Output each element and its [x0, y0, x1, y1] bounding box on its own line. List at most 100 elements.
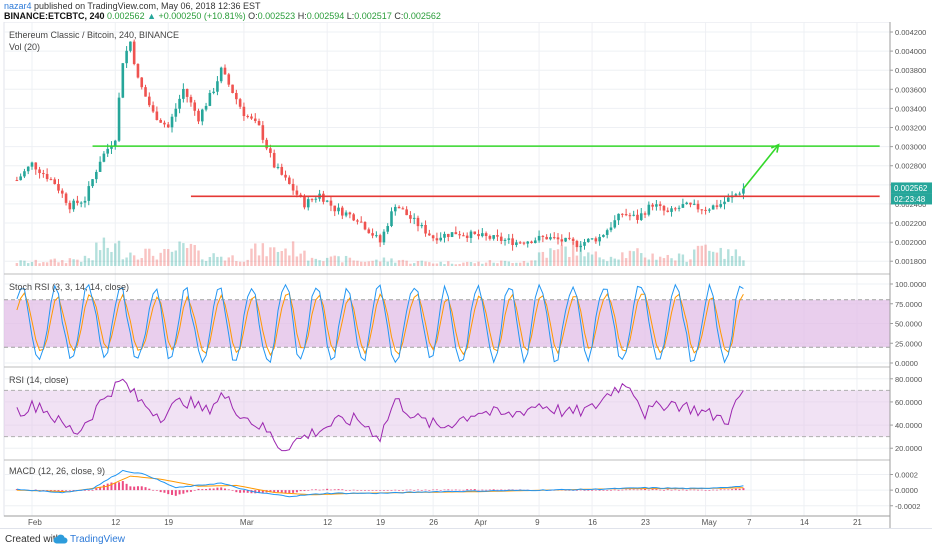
candle-body	[106, 148, 109, 154]
target-arrow-line	[742, 144, 780, 190]
volume-bar	[530, 260, 533, 266]
candle-body	[182, 88, 185, 99]
volume-bar	[515, 262, 518, 266]
candle-body	[446, 233, 450, 237]
macd-histogram-bar	[606, 490, 609, 491]
volume-bar	[329, 256, 333, 266]
candle-body	[344, 212, 348, 216]
candle-body	[598, 236, 601, 242]
candle-body	[23, 171, 26, 177]
candle-body	[734, 194, 738, 196]
volume-bar	[337, 256, 340, 266]
volume-bar	[307, 260, 310, 266]
volume-bars	[15, 237, 745, 266]
volume-bar	[314, 258, 318, 266]
x-tick-label: Feb	[28, 518, 42, 527]
candle-body	[337, 207, 340, 212]
volume-bar	[401, 259, 405, 266]
volume-bar	[553, 250, 556, 266]
candle-body	[269, 148, 272, 153]
macd-histogram-bar	[337, 489, 340, 491]
chart-area[interactable]: Ethereum Classic / Bitcoin, 240, BINANCE…	[0, 22, 932, 528]
candle-body	[586, 238, 590, 243]
time-axis[interactable]: Feb 12 19 Mar 12 19 26 Apr 9 16 23 May 7 14 21	[28, 518, 862, 527]
volume-bar	[49, 259, 53, 266]
volume-bar	[125, 257, 128, 266]
candle-body	[628, 215, 632, 217]
close-value: 0.002562	[403, 11, 441, 21]
volume-bar	[583, 256, 586, 266]
stoch-d-line	[16, 292, 744, 357]
volume-bar	[79, 261, 83, 266]
candle-body	[537, 235, 541, 241]
volume-bar	[163, 248, 166, 266]
candle-body	[136, 63, 140, 78]
macd-histogram-bar	[178, 490, 181, 495]
macd-histogram-bar	[439, 490, 442, 491]
candle-body	[700, 209, 704, 211]
candle-body	[235, 92, 238, 100]
volume-bar	[23, 260, 26, 266]
candle-body	[552, 237, 556, 239]
volume-bar	[666, 254, 669, 266]
candle-body	[91, 179, 94, 187]
low-value: 0.002517	[354, 11, 392, 21]
volume-bar	[643, 257, 647, 266]
volume-bar	[117, 240, 121, 266]
volume-bar	[280, 250, 283, 266]
candle-body	[333, 205, 337, 212]
volume-bar	[469, 262, 473, 266]
tradingview-link[interactable]: TradingView	[70, 534, 126, 545]
volume-bar	[390, 258, 393, 266]
volume-bar	[609, 256, 613, 266]
stoch-pane-title: Stoch RSI (3, 3, 14, 14, close)	[9, 282, 129, 292]
macd-histogram-bar	[68, 490, 71, 491]
author-link[interactable]: nazar4	[4, 1, 32, 11]
macd-histogram-bar	[398, 490, 401, 491]
macd-histogram-bar	[420, 490, 423, 491]
volume-bar	[76, 259, 79, 266]
candle-body	[594, 238, 598, 242]
candle-body	[15, 180, 19, 182]
candle-body	[87, 186, 91, 201]
macd-histogram-bar	[174, 490, 177, 496]
volume-bar	[98, 250, 102, 266]
volume-bar	[662, 258, 666, 266]
volume-bar	[556, 249, 560, 266]
macd-histogram-bar	[678, 489, 681, 491]
volume-bar	[284, 248, 287, 266]
target-arrow-head	[770, 143, 780, 153]
y-tick-label: 0.002200	[895, 219, 926, 228]
volume-bar	[658, 256, 662, 266]
candle-body	[79, 202, 83, 204]
volume-bar	[704, 244, 707, 266]
macd-histogram-bar	[473, 489, 476, 491]
price-axis[interactable]: 0.004200 0.004000 0.003800 0.003600 0.003400…	[890, 28, 926, 511]
y-tick-label: 0.002800	[895, 162, 926, 171]
volume-bar	[518, 262, 522, 266]
macd-histogram-bar	[242, 490, 245, 493]
macd-histogram-bar	[307, 490, 310, 491]
candle-body	[129, 41, 132, 51]
candle-body	[42, 173, 45, 175]
candle-body	[742, 188, 745, 194]
volume-bar	[265, 256, 268, 266]
macd-histogram-bar	[405, 489, 408, 491]
macd-histogram-bar	[432, 489, 435, 491]
x-tick-label: Apr	[475, 518, 488, 527]
volume-bar	[640, 253, 643, 266]
macd-lines	[15, 469, 745, 498]
candle-body	[579, 245, 583, 248]
footer: Created with TradingView	[0, 528, 932, 551]
volume-bar	[575, 255, 579, 266]
candle-body	[242, 106, 246, 117]
volume-bar	[564, 246, 567, 266]
volume-bar	[492, 262, 495, 266]
macd-histogram-bar	[352, 489, 355, 491]
high-value: 0.002594	[306, 11, 345, 21]
candle-body	[303, 196, 306, 208]
candle-body	[560, 239, 564, 242]
macd-histogram-bar	[382, 490, 385, 491]
candle-body	[53, 179, 57, 185]
volume-bar	[394, 262, 397, 266]
